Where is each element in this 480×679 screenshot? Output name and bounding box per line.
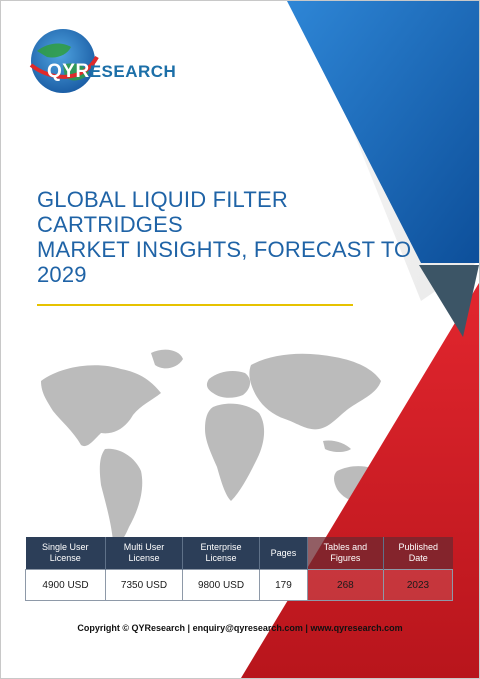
header-multi-user-license: Multi User License (105, 537, 184, 570)
value-enterprise-license: 9800 USD (181, 569, 261, 601)
value-published-date: 2023 (382, 569, 454, 601)
blue-triangle (287, 1, 479, 263)
header-published-date: Published Date (383, 537, 453, 570)
license-table-header-row: Single User License Multi User License Ent… (25, 537, 453, 570)
header-tables-and-figures: Tables and Figures (307, 537, 384, 570)
header-single-user-license: Single User License (25, 537, 106, 570)
qyresearch-logo (29, 29, 99, 93)
footer-separator-2: | (305, 623, 308, 633)
value-tables-and-figures: 268 (306, 569, 384, 601)
value-pages: 179 (259, 569, 308, 601)
title-line-1: GLOBAL LIQUID FILTER CARTRIDGES (37, 187, 288, 237)
license-table-value-row: 4900 USD 7350 USD 9800 USD 179 268 2023 (25, 569, 454, 601)
title-line-2: MARKET INSIGHTS, FORECAST TO (37, 237, 412, 262)
red-triangle (241, 283, 479, 678)
footer-email-link[interactable]: enquiry@qyresearch.com (192, 623, 303, 633)
footer-copyright: Copyright © QYResearch (77, 623, 185, 633)
header-enterprise-license: Enterprise License (182, 537, 261, 570)
logo-suffix: ESEARCH (89, 62, 177, 81)
report-title: GLOBAL LIQUID FILTER CARTRIDGES MARKET I… (37, 187, 437, 287)
logo-wordmark: QYRESEARCH (47, 61, 176, 83)
footer-separator-1: | (187, 623, 191, 633)
license-table: Single User License Multi User License Ent… (25, 537, 454, 601)
title-line-3: 2029 (37, 262, 87, 287)
logo-prefix: QYR (47, 61, 90, 82)
footer-website-link[interactable]: www.qyresearch.com (310, 623, 403, 633)
world-map-graphic (41, 349, 388, 545)
title-underline (37, 304, 353, 306)
slate-triangle (419, 265, 479, 337)
header-pages: Pages (259, 537, 308, 570)
value-multi-user-license: 7350 USD (104, 569, 184, 601)
footer: Copyright © QYResearch | enquiry@qyresea… (1, 623, 479, 633)
value-single-user-license: 4900 USD (25, 569, 106, 601)
